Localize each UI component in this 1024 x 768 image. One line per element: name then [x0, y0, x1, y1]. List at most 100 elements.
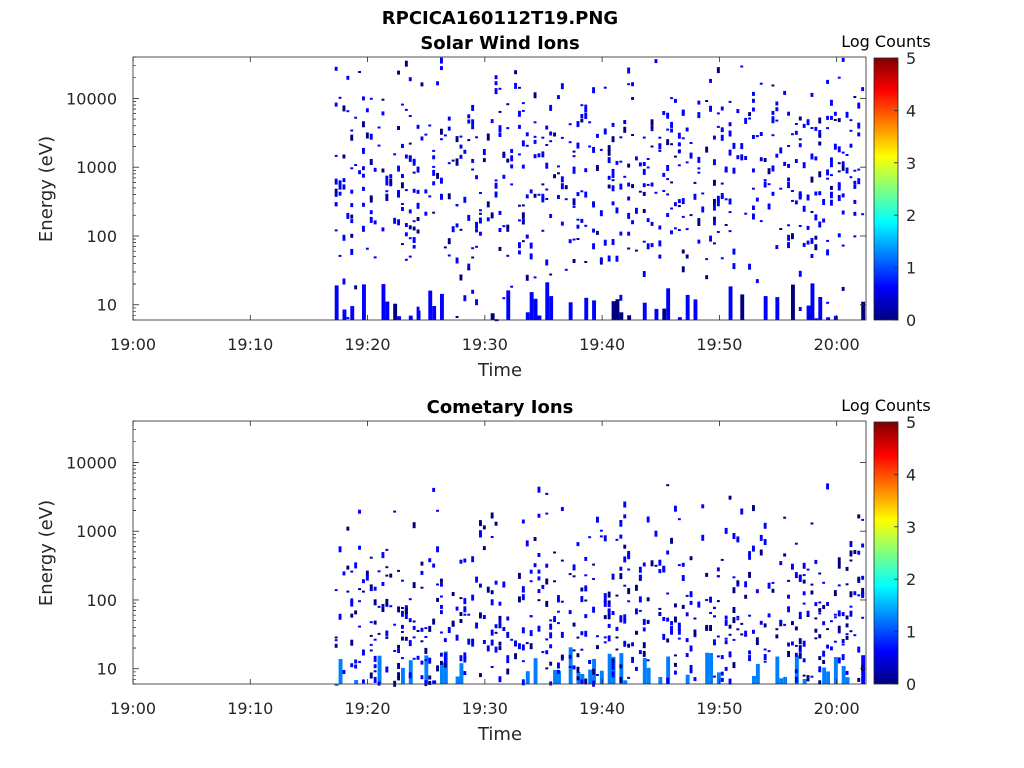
- spectrogram-cell: [334, 683, 339, 686]
- spectrogram-cell: [681, 266, 685, 273]
- spectrogram-cell: [475, 576, 478, 583]
- spectrogram-cell: [486, 133, 490, 140]
- spectrogram-cell: [525, 274, 529, 281]
- spectrogram-cell: [334, 636, 338, 639]
- spectrogram-cell: [654, 191, 658, 194]
- spectrogram-cell: [716, 112, 720, 115]
- spectrogram-cell: [342, 309, 347, 320]
- spectrogram-cell: [350, 663, 354, 668]
- spectrogram-cell: [412, 582, 416, 589]
- spectrogram-cell: [697, 601, 701, 608]
- spectrogram-cell: [619, 566, 623, 571]
- spectrogram-cell: [373, 676, 377, 683]
- cometary-title: Cometary Ions: [427, 397, 574, 418]
- spectrogram-cell: [580, 674, 585, 684]
- spectrogram-cell: [479, 217, 482, 224]
- colorbar-tick-label: 1: [906, 623, 916, 642]
- spectrogram-cell: [775, 119, 779, 122]
- spectrogram-cell: [798, 270, 802, 277]
- spectrogram-cell: [381, 582, 385, 586]
- spectrogram-cell: [767, 650, 771, 653]
- spectrogram-cell: [798, 611, 802, 618]
- spectrogram-cell: [463, 652, 467, 659]
- spectrogram-cell: [498, 615, 502, 620]
- spectrogram-cell: [338, 191, 342, 196]
- spectrogram-cell: [412, 246, 416, 249]
- spectrogram-cell: [705, 275, 709, 280]
- spectrogram-cell: [818, 171, 822, 178]
- spectrogram-cell: [443, 657, 447, 664]
- spectrogram-cell: [533, 193, 537, 198]
- spectrogram-cell: [650, 182, 654, 187]
- spectrogram-cell: [428, 675, 432, 680]
- spectrogram-cell: [728, 198, 732, 205]
- spectrogram-cell: [607, 653, 612, 684]
- spectrogram-cell: [818, 572, 822, 575]
- spectrogram-cell: [404, 223, 408, 227]
- spectrogram-cell: [576, 542, 580, 547]
- spectrogram-cell: [857, 102, 861, 109]
- spectrogram-cell: [459, 663, 464, 684]
- spectrogram-cell: [759, 534, 763, 541]
- x-tick-label: 20:00: [814, 335, 860, 354]
- spectrogram-cell: [580, 596, 584, 603]
- spectrogram-cell: [385, 190, 389, 193]
- spectrogram-cell: [599, 258, 603, 265]
- x-tick-label: 19:50: [696, 699, 742, 718]
- spectrogram-cell: [713, 198, 716, 205]
- spectrogram-cell: [549, 296, 554, 320]
- spectrogram-cell: [572, 575, 576, 578]
- spectrogram-cell: [666, 139, 670, 146]
- spectrogram-cell: [510, 155, 514, 162]
- spectrogram-cell: [389, 174, 393, 179]
- spectrogram-cell: [779, 561, 783, 566]
- spectrogram-cell: [553, 669, 557, 684]
- spectrogram-cell: [646, 183, 650, 186]
- spectrogram-cell: [798, 138, 802, 141]
- spectrogram-cell: [459, 154, 463, 159]
- spectrogram-cell: [408, 115, 412, 117]
- spectrogram-cell: [752, 208, 755, 210]
- spectrogram-cell: [576, 224, 580, 229]
- spectrogram-cell: [553, 580, 556, 583]
- spectrogram-cell: [763, 179, 767, 182]
- spectrogram-cell: [646, 619, 650, 624]
- spectrogram-cell: [666, 213, 670, 217]
- spectrogram-cell: [498, 618, 502, 625]
- spectrogram-cell: [424, 647, 428, 654]
- spectrogram-cell: [709, 653, 713, 684]
- spectrogram-cell: [545, 492, 549, 495]
- spectrogram-cell: [401, 631, 404, 633]
- spectrogram-cell: [611, 185, 615, 192]
- spectrogram-cell: [685, 674, 690, 684]
- spectrogram-cell: [791, 621, 794, 626]
- spectrogram-cell: [705, 599, 709, 601]
- spectrogram-cell: [560, 600, 564, 603]
- spectrogram-cell: [436, 172, 439, 179]
- spectrogram-cell: [681, 562, 685, 567]
- spectrogram-cell: [658, 136, 662, 139]
- spectrogram-cell: [802, 579, 806, 584]
- spectrogram-cell: [447, 193, 451, 200]
- spectrogram-cell: [787, 163, 790, 168]
- spectrogram-cell: [408, 142, 412, 145]
- spectrogram-cell: [826, 317, 830, 320]
- spectrogram-cell: [728, 495, 732, 500]
- spectrogram-cell: [658, 559, 662, 566]
- spectrogram-cell: [826, 644, 829, 649]
- spectrogram-cell: [716, 67, 720, 74]
- spectrogram-cell: [365, 570, 369, 577]
- spectrogram-cell: [502, 151, 506, 156]
- spectrogram-cell: [596, 133, 599, 138]
- spectrogram-cell: [408, 225, 412, 230]
- spectrogram-cell: [787, 606, 790, 613]
- spectrogram-cell: [693, 629, 697, 636]
- spectrogram-cell: [498, 126, 502, 133]
- spectrogram-cell: [354, 116, 358, 119]
- spectrogram-cell: [775, 656, 780, 684]
- spectrogram-cell: [479, 520, 482, 527]
- spectrogram-cell: [615, 648, 619, 651]
- spectrogram-cell: [346, 75, 350, 80]
- spectrogram-cell: [853, 634, 857, 637]
- spectrogram-cell: [861, 518, 865, 521]
